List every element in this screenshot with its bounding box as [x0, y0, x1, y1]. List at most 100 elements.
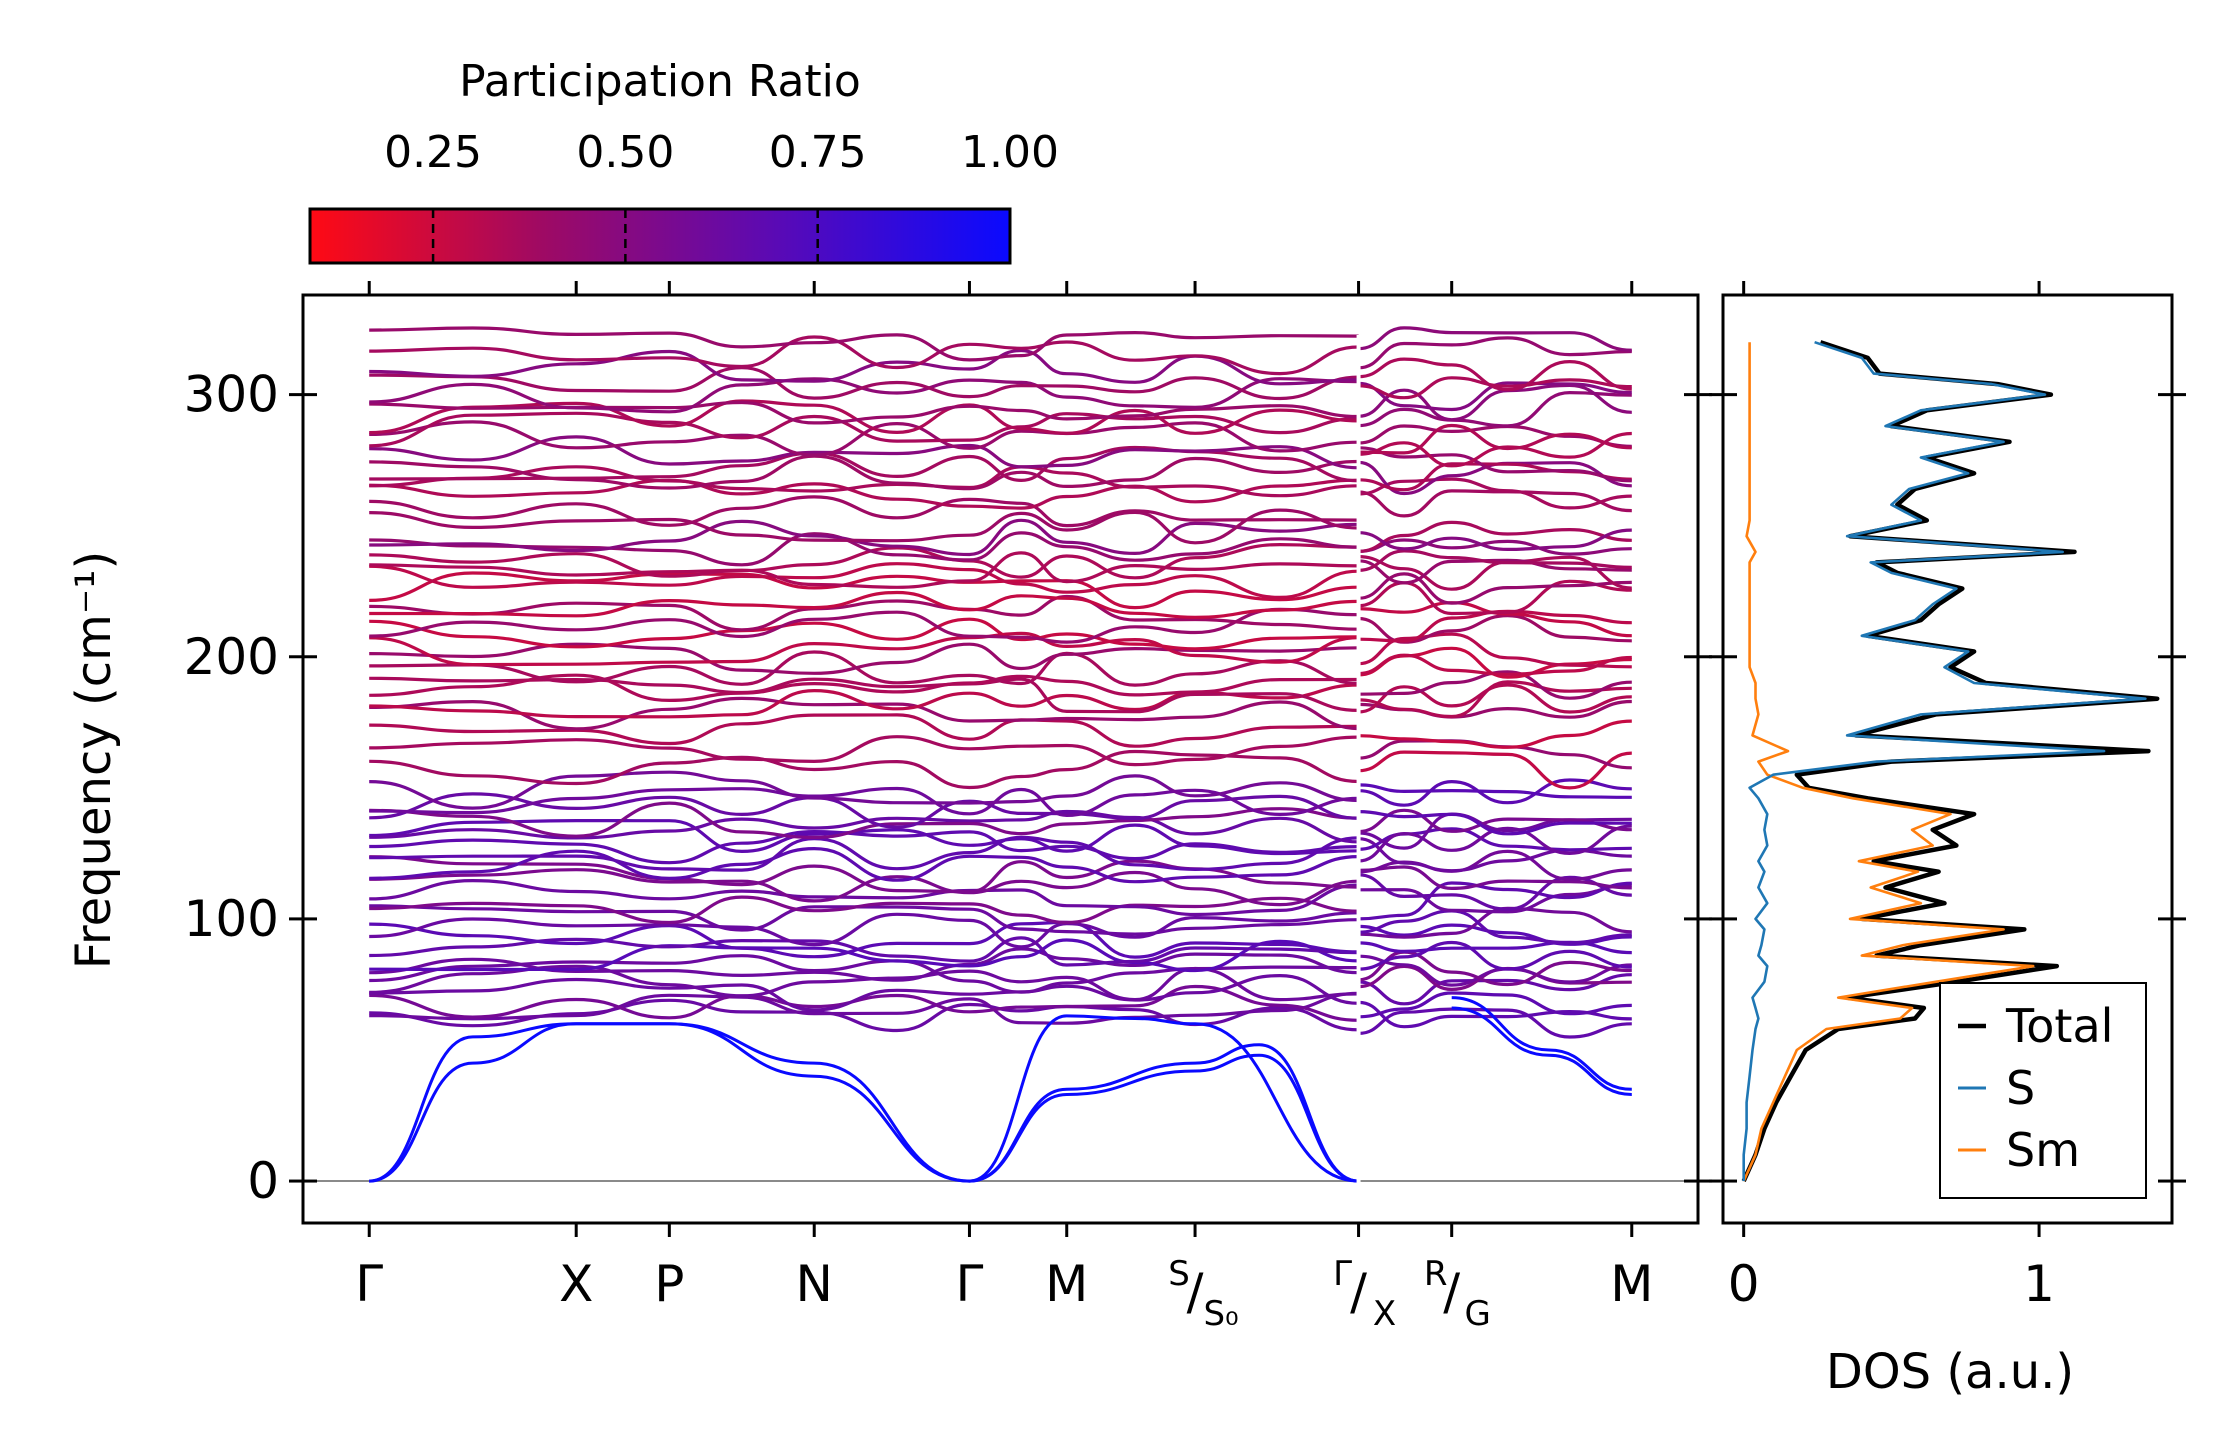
- optical-branch: [1358, 906, 1632, 939]
- optical-branch: [369, 786, 1359, 818]
- optical-branch: [369, 594, 1359, 632]
- k-point-label-bottom: S₀: [1203, 1294, 1238, 1334]
- optical-branch: [369, 696, 1359, 731]
- optical-branch: [1358, 390, 1632, 428]
- k-point-label-split: Γ/X: [1333, 1254, 1396, 1334]
- optical-branch: [1358, 824, 1632, 863]
- optical-branch: [1358, 326, 1632, 352]
- optical-branch: [1358, 357, 1632, 392]
- colorbar: Participation Ratio 0.25 0.50 0.75 1.00: [308, 56, 1059, 265]
- optical-branch: [1358, 538, 1632, 556]
- colorbar-title: Participation Ratio: [459, 56, 861, 107]
- dos-x-tick-label: 0: [1728, 1255, 1760, 1313]
- optical-branch: [369, 846, 1359, 884]
- k-point-label-bottom: X: [1373, 1294, 1396, 1334]
- optical-branch: [369, 809, 1359, 844]
- dos-line-sm: [1742, 342, 2035, 1182]
- optical-branch: [369, 631, 1359, 667]
- optical-branch: [369, 454, 1359, 491]
- k-point-label-top: S: [1168, 1254, 1190, 1294]
- optical-branch: [369, 420, 1359, 457]
- colorbar-tick-label: 0.25: [384, 127, 482, 178]
- y-tick-label: 0: [247, 1152, 279, 1210]
- acoustic-3: [969, 1014, 1359, 1183]
- optical-branch: [369, 792, 1359, 829]
- legend-label-s: S: [2006, 1061, 2035, 1115]
- acoustic-1: [369, 1022, 970, 1183]
- k-point-label-bottom: G: [1465, 1294, 1491, 1334]
- k-point-label: M: [1610, 1255, 1653, 1313]
- k-point-label: M: [1045, 1255, 1088, 1313]
- acoustic-5: [969, 1053, 1359, 1183]
- k-point-label: N: [796, 1255, 833, 1313]
- y-tick-label: 100: [184, 890, 279, 948]
- acoustic-7: [1451, 1006, 1632, 1096]
- legend-box: [1939, 982, 2147, 1199]
- optical-branch: [369, 335, 1359, 376]
- optical-branch: [369, 749, 1359, 790]
- optical-branch: [1358, 431, 1632, 468]
- optical-branch: [1358, 601, 1632, 638]
- band-x-ticks: Γ X P N Γ M S/S₀Γ/XR/GM: [355, 281, 1653, 1334]
- optical-branch: [369, 991, 1359, 1025]
- optical-branch: [369, 676, 1359, 714]
- optical-branch: [369, 947, 1359, 982]
- optical-branch: [369, 508, 1359, 545]
- optical-branch: [1358, 719, 1632, 749]
- optical-branch: [1358, 750, 1632, 790]
- optical-branch: [1358, 424, 1632, 448]
- optical-branch: [1358, 783, 1632, 799]
- optical-branch: [369, 770, 1359, 810]
- optical-branch: [369, 495, 1359, 528]
- legend-label-sm: Sm: [2006, 1123, 2080, 1177]
- legend-label-total: Total: [2005, 999, 2113, 1053]
- optical-branch: [369, 366, 1359, 401]
- colorbar-tick-label: 1.00: [961, 127, 1059, 178]
- optical-branch: [1358, 383, 1632, 422]
- path-discontinuity: [1356, 335, 1361, 1183]
- colorbar-ticks: [431, 209, 819, 263]
- optical-branch: [369, 904, 1359, 936]
- optical-branch: [369, 551, 1359, 589]
- optical-branch: [1358, 954, 1632, 987]
- k-point-label-top: Γ: [1333, 1254, 1352, 1294]
- optical-branch: [369, 878, 1359, 917]
- optical-branch: [369, 399, 1359, 435]
- k-point-label-top: R: [1424, 1254, 1448, 1294]
- optical-branch: [1358, 865, 1632, 891]
- optical-branch: [1358, 477, 1632, 510]
- dos-lines: [1741, 340, 2160, 1183]
- y-axis-label: Frequency (cm⁻¹): [66, 551, 122, 969]
- optical-branch: [1358, 489, 1632, 518]
- optical-branch: [369, 735, 1359, 767]
- optical-branch: [1358, 460, 1632, 496]
- optical-branch: [369, 818, 1359, 856]
- optical-branch: [1358, 909, 1632, 945]
- dos-x-tick-label: 1: [2023, 1255, 2055, 1313]
- acoustic-2: [369, 1022, 970, 1183]
- y-tick-label: 300: [184, 366, 279, 424]
- optical-branch: [369, 920, 1359, 959]
- k-point-label: P: [654, 1255, 684, 1313]
- optical-branch: [369, 964, 1359, 1002]
- colorbar-gradient: [308, 207, 1012, 265]
- optical-branch: [1358, 849, 1632, 881]
- optical-branch: [1358, 381, 1632, 412]
- optical-branch: [369, 607, 1359, 644]
- optical-branch: [1358, 572, 1632, 605]
- k-point-label: Γ: [956, 1255, 984, 1313]
- optical-branch: [1358, 683, 1632, 714]
- optical-branch: [1358, 653, 1632, 676]
- optical-branch: [1358, 520, 1632, 553]
- dos-x-axis-label: DOS (a.u.): [1826, 1344, 2074, 1400]
- k-point-label: Γ: [355, 1255, 383, 1313]
- acoustic-6: [1451, 996, 1632, 1091]
- k-point-label: X: [559, 1255, 593, 1313]
- optical-branch: [369, 542, 1359, 580]
- optical-branch: [1358, 555, 1632, 591]
- optical-branch: [369, 673, 1359, 703]
- optical-branch: [1358, 528, 1632, 552]
